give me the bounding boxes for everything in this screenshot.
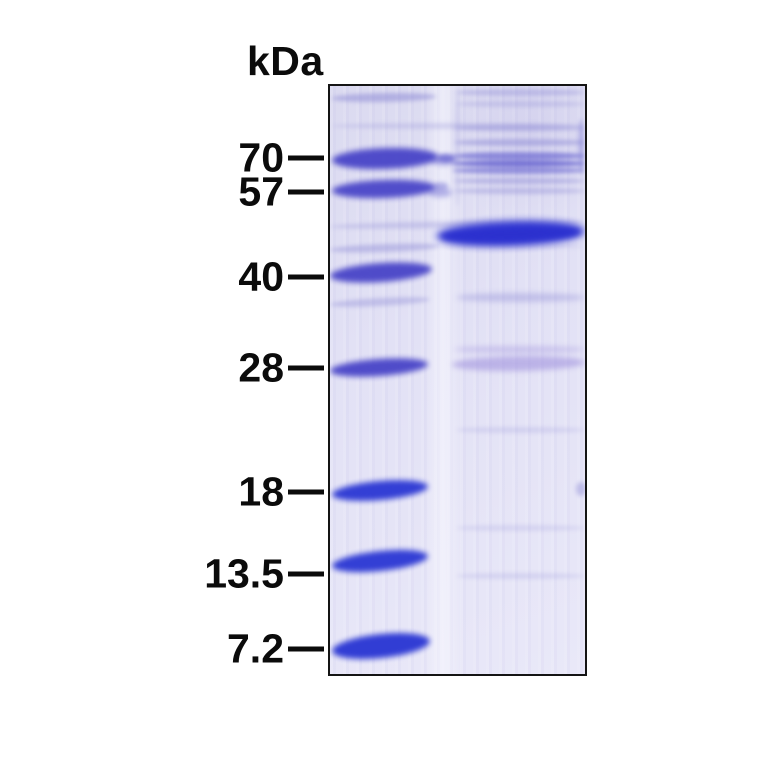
tick-dash — [288, 365, 324, 371]
gel-band — [456, 573, 585, 579]
gel-band — [456, 292, 585, 302]
gel-band — [438, 154, 454, 162]
marker-row-7-2: 7.2 — [0, 625, 324, 672]
marker-row-13-5: 13.5 — [0, 550, 324, 597]
gel-band — [330, 355, 429, 379]
marker-label-13-5: 13.5 — [204, 550, 284, 597]
gel-band — [331, 91, 437, 103]
gel-band — [578, 118, 584, 174]
tick-dash — [288, 274, 324, 280]
gel-band — [331, 628, 431, 664]
gel-band — [456, 427, 585, 433]
marker-label-28: 28 — [238, 344, 284, 391]
gel-band — [440, 243, 583, 249]
marker-label-57: 57 — [238, 168, 284, 215]
gel-band — [452, 152, 585, 160]
gel-band — [331, 476, 429, 504]
marker-row-28: 28 — [0, 344, 324, 391]
tick-dash — [288, 646, 324, 652]
tick-dash — [288, 155, 324, 161]
gel-band — [456, 88, 585, 96]
gel-band — [454, 138, 585, 146]
gel-band — [330, 242, 441, 254]
marker-label-18: 18 — [238, 468, 284, 515]
kda-unit-label: kDa — [247, 38, 324, 84]
gel-band — [330, 258, 433, 286]
gel-band — [331, 145, 439, 171]
gel-band — [454, 188, 585, 194]
gel-band — [455, 86, 460, 206]
gel-band — [454, 125, 585, 131]
gel-band — [330, 295, 431, 309]
gel-band — [576, 482, 585, 496]
gel-band — [428, 187, 452, 197]
gel-band — [332, 123, 583, 129]
gel-band — [452, 166, 585, 174]
gel-band — [452, 159, 585, 167]
gel-band — [331, 178, 437, 200]
gel-band — [331, 546, 429, 576]
gel-band-layer — [330, 86, 585, 674]
tick-dash — [288, 571, 324, 577]
tick-dash — [288, 489, 324, 495]
marker-label-70: 70 — [238, 134, 284, 181]
gel-band — [454, 345, 585, 353]
marker-row-40: 40 — [0, 253, 324, 300]
gel-image — [328, 84, 587, 676]
gel-band — [456, 101, 585, 107]
gel-band — [430, 155, 458, 165]
gel-band — [434, 182, 448, 190]
marker-row-70: 70 — [0, 134, 324, 181]
gel-band — [454, 178, 585, 184]
marker-row-57: 57 — [0, 168, 324, 215]
tick-dash — [288, 189, 324, 195]
marker-label-7-2: 7.2 — [227, 625, 284, 672]
marker-label-40: 40 — [238, 253, 284, 300]
gel-band — [456, 525, 585, 531]
marker-row-18: 18 — [0, 468, 324, 515]
gel-band — [451, 354, 585, 372]
